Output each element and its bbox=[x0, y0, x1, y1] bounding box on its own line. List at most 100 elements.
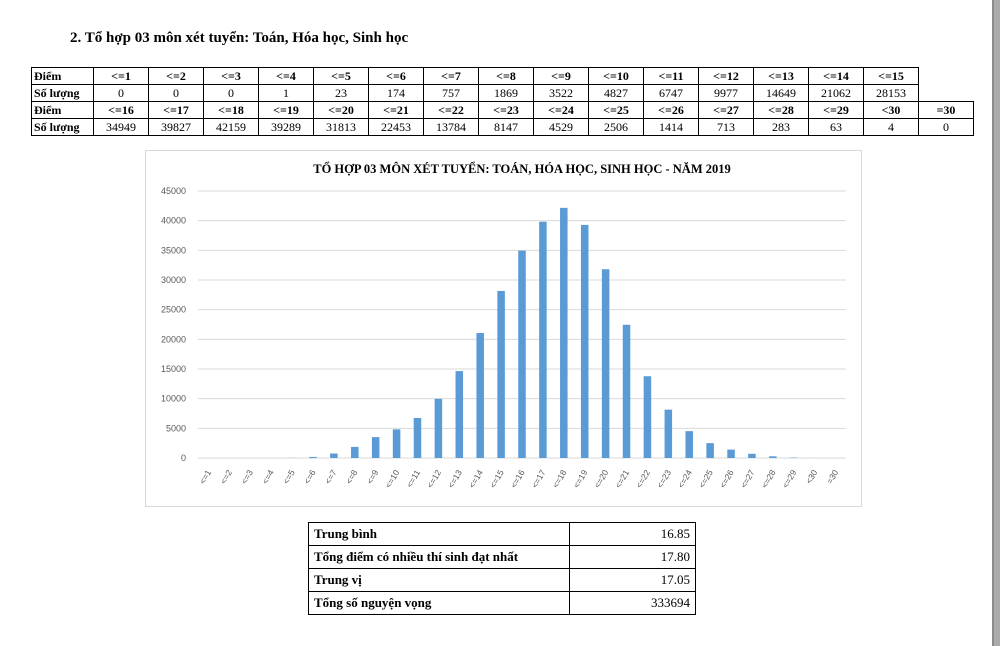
y-tick-label: 0 bbox=[181, 453, 186, 463]
count-cell: 1 bbox=[258, 84, 314, 102]
count-cell: 4 bbox=[863, 118, 919, 136]
score-range-cell: <=10 bbox=[588, 67, 644, 85]
y-tick-label: 15000 bbox=[161, 364, 186, 374]
x-tick-label: <=16 bbox=[508, 468, 526, 490]
bar bbox=[413, 417, 422, 458]
y-tick-label: 25000 bbox=[161, 305, 186, 315]
stat-value: 17.80 bbox=[569, 545, 696, 569]
count-cell: 2506 bbox=[588, 118, 644, 136]
count-cell: 63 bbox=[808, 118, 864, 136]
bar bbox=[351, 446, 359, 458]
bar bbox=[643, 376, 652, 458]
bar bbox=[518, 250, 526, 458]
score-range-cell: <=22 bbox=[423, 101, 479, 119]
x-tick-label: <=17 bbox=[529, 468, 547, 490]
score-range-cell: <=23 bbox=[478, 101, 534, 119]
score-range-cell: <=18 bbox=[203, 101, 259, 119]
page-edge bbox=[992, 0, 994, 646]
x-tick-label: <=10 bbox=[383, 468, 401, 490]
table-header-row: Điểm <=1 <=2 <=3 <=4 <=5 <=6 <=7 <=8 <=9 <=10 <=11 <… bbox=[31, 67, 974, 85]
bar bbox=[330, 453, 338, 458]
count-cell: 1414 bbox=[643, 118, 699, 136]
x-tick-label: <=4 bbox=[260, 468, 276, 486]
x-tick-label: <=2 bbox=[218, 468, 234, 486]
score-range-cell: <=7 bbox=[423, 67, 479, 85]
x-tick-label: <=3 bbox=[239, 468, 255, 486]
x-tick-label: =30 bbox=[824, 468, 840, 486]
count-cell: 4827 bbox=[588, 84, 644, 102]
x-tick-label: <=25 bbox=[697, 468, 715, 490]
row-label: Số lượng bbox=[31, 84, 94, 102]
score-range-cell: <=14 bbox=[808, 67, 864, 85]
score-range-cell: <=29 bbox=[808, 101, 864, 119]
score-range-cell: <=19 bbox=[258, 101, 314, 119]
count-cell: 4529 bbox=[533, 118, 589, 136]
bar bbox=[622, 324, 631, 458]
score-range-cell: <=26 bbox=[643, 101, 699, 119]
bar bbox=[580, 224, 589, 458]
y-tick-label: 20000 bbox=[161, 334, 186, 344]
score-range-cell: <=27 bbox=[698, 101, 754, 119]
chart-title: TỔ HỢP 03 MÔN XÉT TUYỂN: TOÁN, HÓA HỌC, … bbox=[313, 161, 731, 176]
bar bbox=[769, 456, 777, 458]
score-range-cell: <=8 bbox=[478, 67, 534, 85]
stats-row: Trung bình 16.85 bbox=[308, 522, 696, 546]
bar bbox=[601, 269, 610, 458]
count-cell: 0 bbox=[93, 84, 149, 102]
stats-table: Trung bình 16.85 Tổng điểm có nhiều thí si… bbox=[308, 522, 696, 615]
count-cell: 21062 bbox=[808, 84, 864, 102]
count-cell: 8147 bbox=[478, 118, 534, 136]
count-cell: 23 bbox=[313, 84, 369, 102]
x-tick-label: <=28 bbox=[759, 468, 777, 490]
bar bbox=[560, 207, 568, 458]
bar bbox=[434, 398, 443, 458]
section-heading: 2. Tổ hợp 03 môn xét tuyển: Toán, Hóa họ… bbox=[70, 30, 409, 46]
table-row: Số lượng 0 0 0 1 23 174 757 1869 3522 4827 6747 9977… bbox=[31, 84, 974, 102]
count-cell: 757 bbox=[423, 84, 479, 102]
score-range-cell: <=9 bbox=[533, 67, 589, 85]
score-range-cell: <=5 bbox=[313, 67, 369, 85]
score-range-cell: <=25 bbox=[588, 101, 644, 119]
x-tick-label: <=27 bbox=[738, 468, 756, 490]
score-range-cell: <=1 bbox=[93, 67, 149, 85]
count-cell: 31813 bbox=[313, 118, 369, 136]
bar bbox=[727, 449, 735, 458]
bar bbox=[371, 437, 380, 458]
row-label: Điểm bbox=[31, 101, 94, 119]
y-tick-label: 40000 bbox=[161, 216, 186, 226]
stats-row: Trung vị 17.05 bbox=[308, 568, 696, 592]
score-range-cell: <=4 bbox=[258, 67, 314, 85]
score-range-cell: <=17 bbox=[148, 101, 204, 119]
count-cell: 0 bbox=[918, 118, 974, 136]
score-range-cell: <=2 bbox=[148, 67, 204, 85]
count-cell: 39289 bbox=[258, 118, 314, 136]
table-header-row: Điểm <=16 <=17 <=18 <=19 <=20 <=21 <=22 <=23 <=24… bbox=[31, 101, 974, 119]
score-range-cell: <=15 bbox=[863, 67, 919, 85]
stat-label: Trung bình bbox=[308, 522, 570, 546]
score-distribution-table: Điểm <=1 <=2 <=3 <=4 <=5 <=6 <=7 <=8 <=9 <=10 <=11 <… bbox=[31, 67, 974, 136]
row-label: Số lượng bbox=[31, 118, 94, 136]
stats-row: Tổng số nguyện vọng 333694 bbox=[308, 591, 696, 615]
score-chart: TỔ HỢP 03 MÔN XÉT TUYỂN: TOÁN, HÓA HỌC, … bbox=[145, 150, 862, 507]
x-tick-label: <=1 bbox=[197, 468, 213, 486]
count-cell: 0 bbox=[203, 84, 259, 102]
stat-label: Tổng điểm có nhiều thí sinh đạt nhất bbox=[308, 545, 570, 569]
count-cell: 174 bbox=[368, 84, 424, 102]
empty-cell bbox=[919, 68, 974, 85]
row-label: Điểm bbox=[31, 67, 94, 85]
y-tick-label: 30000 bbox=[161, 275, 186, 285]
x-tick-label: <=20 bbox=[592, 468, 610, 490]
x-tick-label: <=6 bbox=[302, 468, 318, 486]
count-cell: 14649 bbox=[753, 84, 809, 102]
x-tick-label: <=26 bbox=[717, 468, 735, 490]
stat-value: 16.85 bbox=[569, 522, 696, 546]
bar bbox=[539, 221, 547, 458]
table-row: Số lượng 34949 39827 42159 39289 31813 22453 13… bbox=[31, 118, 974, 136]
stat-value: 17.05 bbox=[569, 568, 696, 592]
score-range-cell: <=12 bbox=[698, 67, 754, 85]
x-tick-label: <=11 bbox=[404, 468, 422, 489]
x-tick-label: <=9 bbox=[364, 468, 380, 486]
bar bbox=[497, 290, 505, 458]
stats-row: Tổng điểm có nhiều thí sinh đạt nhất 17.8… bbox=[308, 545, 696, 569]
